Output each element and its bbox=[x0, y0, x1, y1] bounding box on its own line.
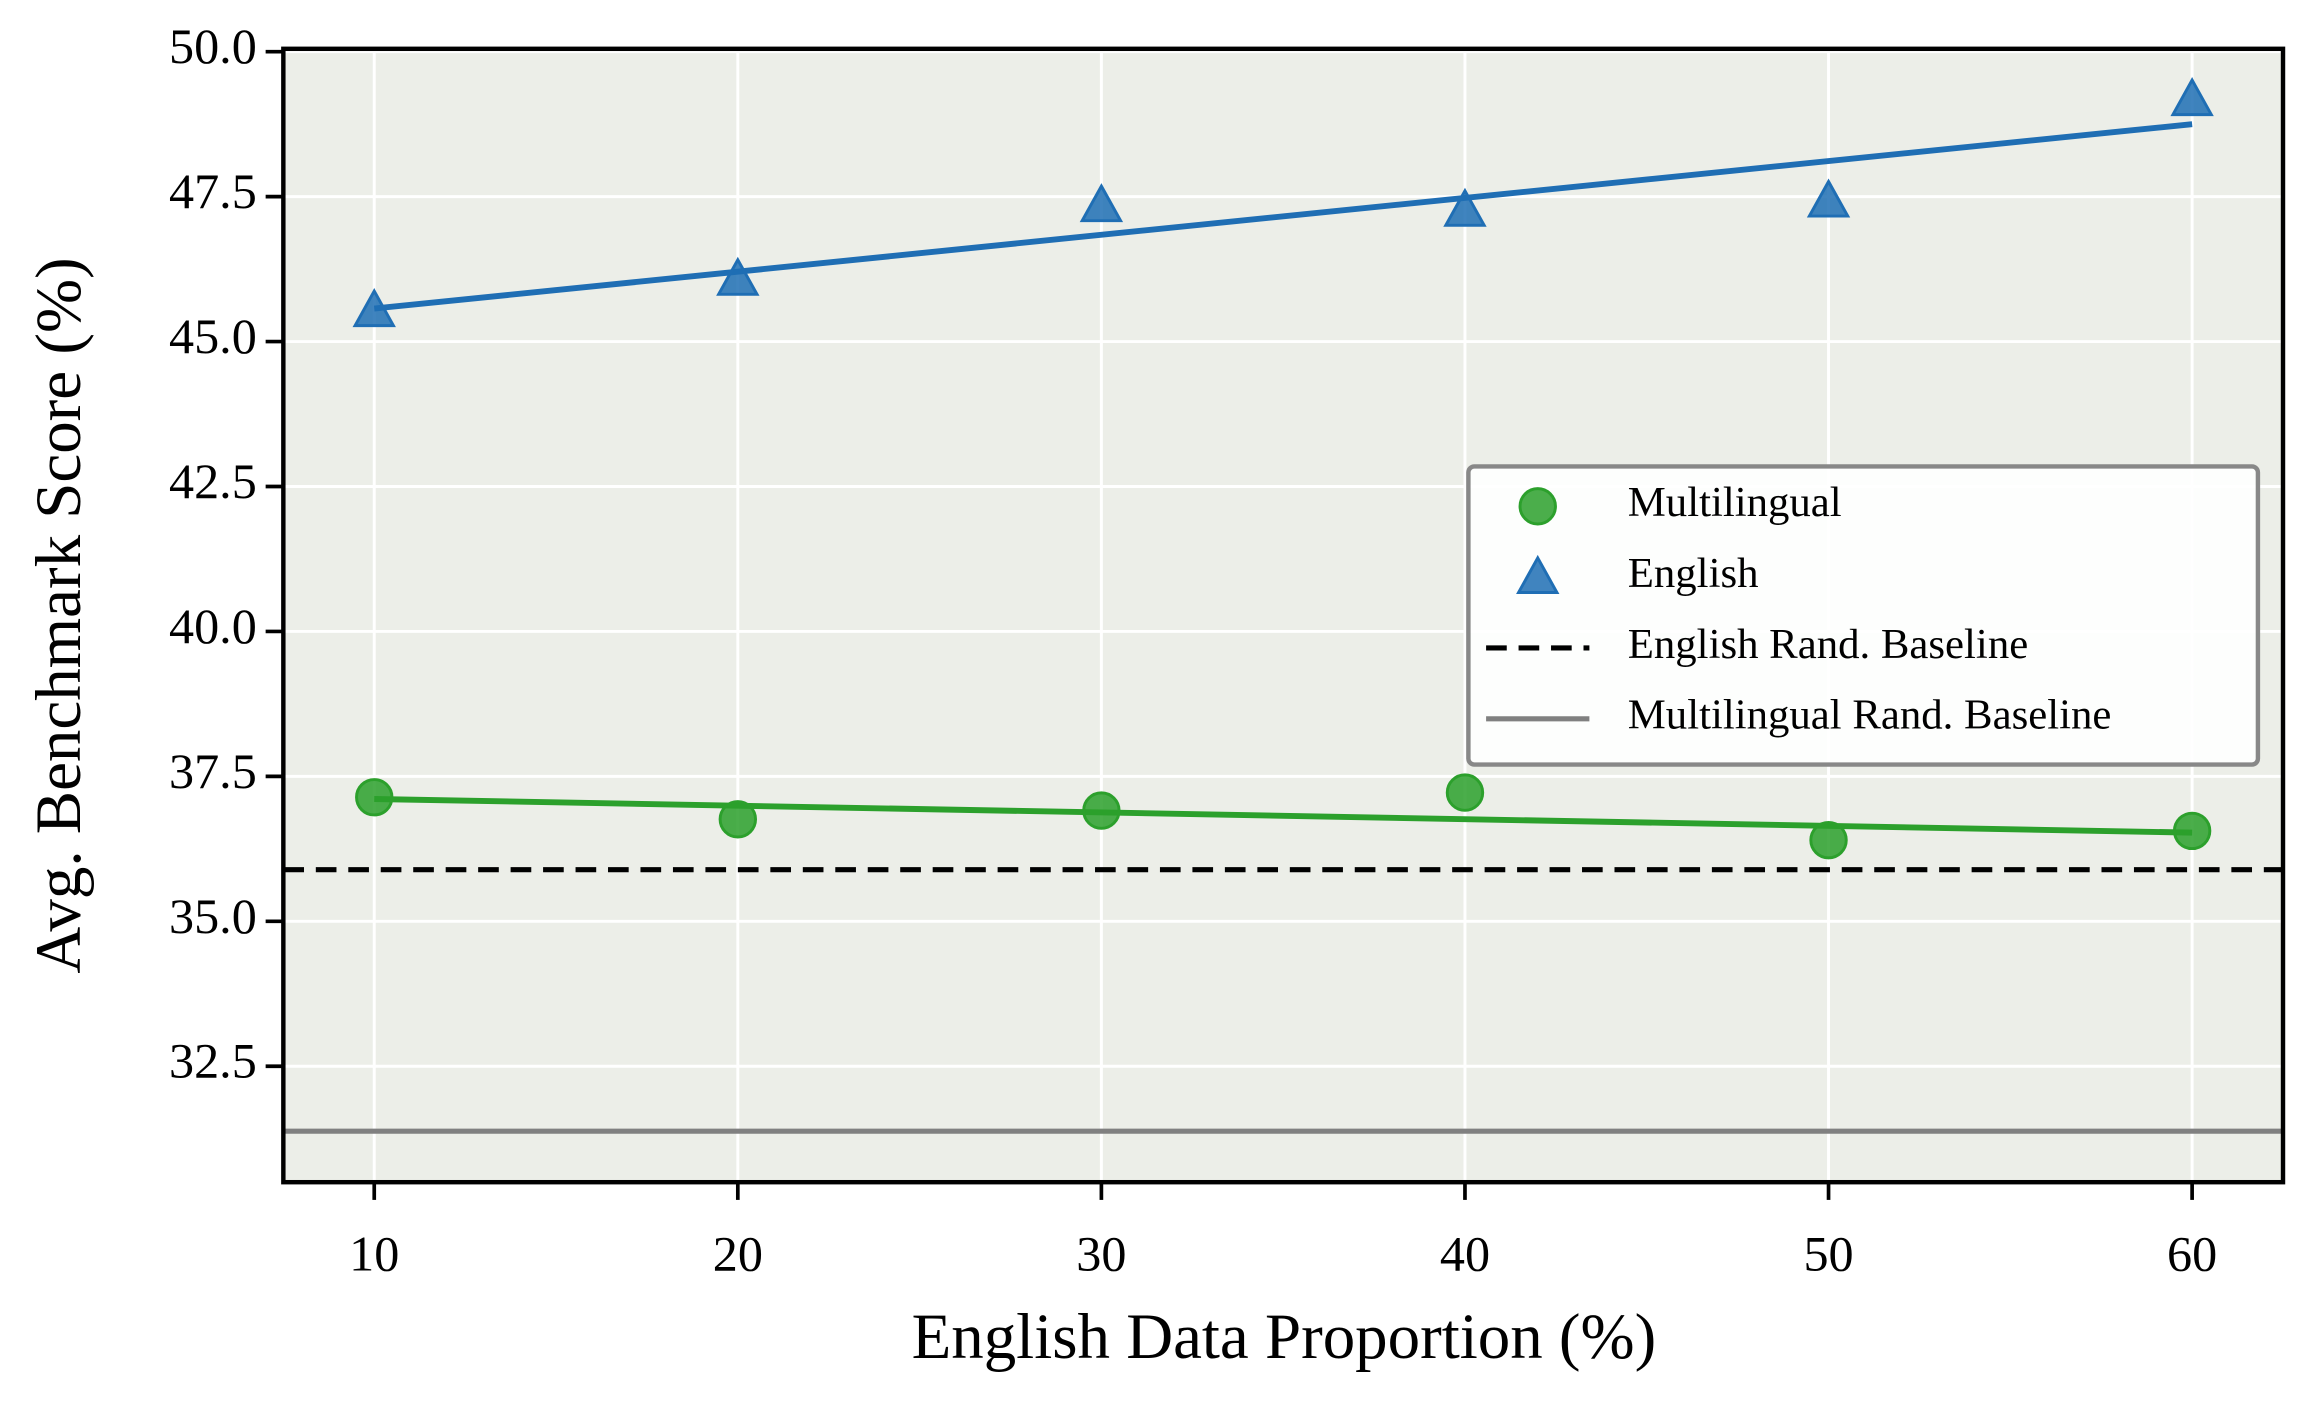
legend-label: English Rand. Baseline bbox=[1628, 621, 2028, 668]
legend-label: English bbox=[1628, 550, 1759, 597]
plot-frame bbox=[281, 46, 2286, 1185]
marker-circle bbox=[1518, 487, 1557, 526]
marker-circle bbox=[1809, 820, 1848, 860]
marker-triangle bbox=[352, 288, 396, 328]
x-axis-label: English Data Proportion (%) bbox=[912, 1301, 1657, 1373]
y-axis-label: Avg. Benchmark Score (%) bbox=[23, 257, 95, 973]
y-tick-label: 40.0 bbox=[169, 598, 257, 654]
y-tick-label: 47.5 bbox=[169, 163, 257, 219]
legend-box bbox=[1466, 464, 2261, 767]
marker-circle bbox=[718, 800, 758, 839]
y-tick-label: 35.0 bbox=[169, 888, 257, 944]
fit-line bbox=[373, 121, 2193, 312]
y-tick-label: 37.5 bbox=[169, 743, 257, 799]
marker-triangle bbox=[1443, 187, 1487, 227]
y-tick-label: 42.5 bbox=[169, 453, 257, 509]
marker-triangle bbox=[1806, 178, 1851, 218]
marker-circle bbox=[2172, 811, 2212, 851]
x-tick-label: 60 bbox=[2167, 1225, 2217, 1281]
marker-triangle bbox=[1516, 554, 1560, 594]
x-tick-label: 10 bbox=[349, 1225, 399, 1281]
legend-label: Multilingual bbox=[1628, 479, 1842, 526]
y-tick-label: 45.0 bbox=[169, 308, 257, 364]
marker-circle bbox=[355, 778, 394, 817]
x-tick-label: 20 bbox=[713, 1225, 763, 1281]
x-tick-label: 40 bbox=[1440, 1225, 1490, 1281]
x-tick-label: 30 bbox=[1076, 1225, 1126, 1281]
marker-circle bbox=[1082, 791, 1121, 830]
marker-circle bbox=[1445, 773, 1485, 812]
legend-label: Multilingual Rand. Baseline bbox=[1628, 692, 2112, 739]
x-tick-label: 50 bbox=[1803, 1225, 1853, 1281]
marker-triangle bbox=[716, 256, 760, 296]
y-tick-label: 50.0 bbox=[169, 18, 257, 74]
fit-line bbox=[374, 796, 2193, 836]
y-tick-label: 32.5 bbox=[169, 1033, 257, 1089]
marker-triangle bbox=[1079, 183, 1124, 223]
marker-triangle bbox=[2170, 77, 2214, 117]
